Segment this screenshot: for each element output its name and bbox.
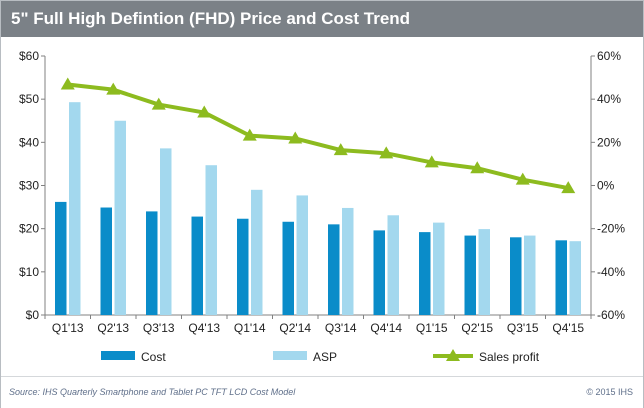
sales-profit-marker [242, 128, 257, 141]
sales-profit-marker [333, 143, 348, 156]
x-tick-label: Q1'13 [52, 321, 84, 335]
sales-profit-marker [515, 172, 530, 185]
cost-bar [146, 211, 158, 315]
cost-bar [100, 207, 112, 315]
legend-label-cost: Cost [141, 350, 166, 364]
x-tick-label: Q3'14 [325, 321, 357, 335]
cost-bar [373, 230, 385, 315]
legend-marker-sales-profit [446, 349, 460, 361]
asp-bar [387, 215, 399, 315]
sales-profit-marker [379, 146, 394, 159]
x-tick-label: Q4'13 [188, 321, 220, 335]
chart-header: 5" Full High Defintion (FHD) Price and C… [1, 1, 643, 37]
asp-bar [433, 222, 445, 315]
x-tick-label: Q2'13 [97, 321, 129, 335]
legend-label-asp: ASP [313, 350, 337, 364]
legend-label-sales-profit: Sales profit [479, 350, 540, 364]
chart-title: 5" Full High Defintion (FHD) Price and C… [11, 9, 411, 28]
y-right-tick-label: 20% [597, 135, 621, 149]
sales-profit-marker [470, 161, 485, 174]
y-right-tick-label: 40% [597, 92, 621, 106]
x-tick-label: Q3'15 [507, 321, 539, 335]
x-tick-label: Q2'14 [279, 321, 311, 335]
asp-bar [296, 195, 308, 315]
asp-bar [69, 102, 81, 316]
x-tick-label: Q4'14 [370, 321, 402, 335]
copyright-note: © 2015 IHS [586, 387, 633, 397]
legend-swatch-cost [101, 351, 135, 360]
sales-profit-marker [197, 105, 212, 118]
sales-profit-marker [106, 82, 121, 95]
x-tick-label: Q4'15 [552, 321, 584, 335]
cost-bar [555, 240, 567, 315]
asp-bar [478, 229, 490, 315]
y-left-tick-label: $60 [19, 49, 39, 63]
cost-bar [328, 224, 340, 315]
cost-bar [55, 201, 67, 315]
chart-svg: $0 $10 $20 $30 $40 $50 $60 -60% -40% -20% 0% 20% 40%… [19, 49, 625, 364]
y-left-tick-label: $30 [19, 179, 39, 193]
cost-bar [419, 232, 431, 315]
asp-bar [251, 189, 263, 315]
cost-bar [464, 235, 476, 315]
y-right-tick-label: -40% [597, 265, 625, 279]
asp-bar [160, 148, 172, 315]
y-right-tick-label: 0% [597, 179, 615, 193]
x-tick-label: Q3'13 [143, 321, 175, 335]
sales-profit-line [67, 82, 569, 191]
asp-bar [342, 207, 354, 315]
x-tick-label: Q1'14 [234, 321, 266, 335]
x-tick-label: Q2'15 [461, 321, 493, 335]
sales-profit-marker [151, 97, 166, 110]
x-tick-label: Q1'15 [416, 321, 448, 335]
y-right-tick-label: -20% [597, 222, 625, 236]
chart-footer: Source: IHS Quarterly Smartphone and Tab… [1, 376, 643, 408]
sales-profit-marker [561, 181, 576, 194]
y-left-tick-label: $50 [19, 92, 39, 106]
legend-swatch-asp [273, 351, 307, 360]
sales-profit-marker [424, 155, 439, 168]
sales-profit-marker [60, 77, 75, 90]
asp-bar [205, 165, 217, 315]
y-right-tick-label: -60% [597, 308, 625, 322]
sales-profit-marker [288, 131, 303, 144]
asp-bar [524, 235, 536, 315]
y-left-tick-label: $0 [26, 308, 40, 322]
cost-bar [282, 221, 294, 315]
y-left-tick-label: $10 [19, 265, 39, 279]
y-left-tick-label: $20 [19, 222, 39, 236]
y-right-tick-label: 60% [597, 49, 621, 63]
asp-bar [569, 241, 581, 315]
cost-bar [191, 216, 203, 315]
source-note: Source: IHS Quarterly Smartphone and Tab… [9, 387, 296, 397]
asp-bar [114, 120, 126, 315]
y-left-tick-label: $40 [19, 135, 39, 149]
cost-bar [510, 237, 522, 315]
cost-bar [237, 218, 249, 315]
